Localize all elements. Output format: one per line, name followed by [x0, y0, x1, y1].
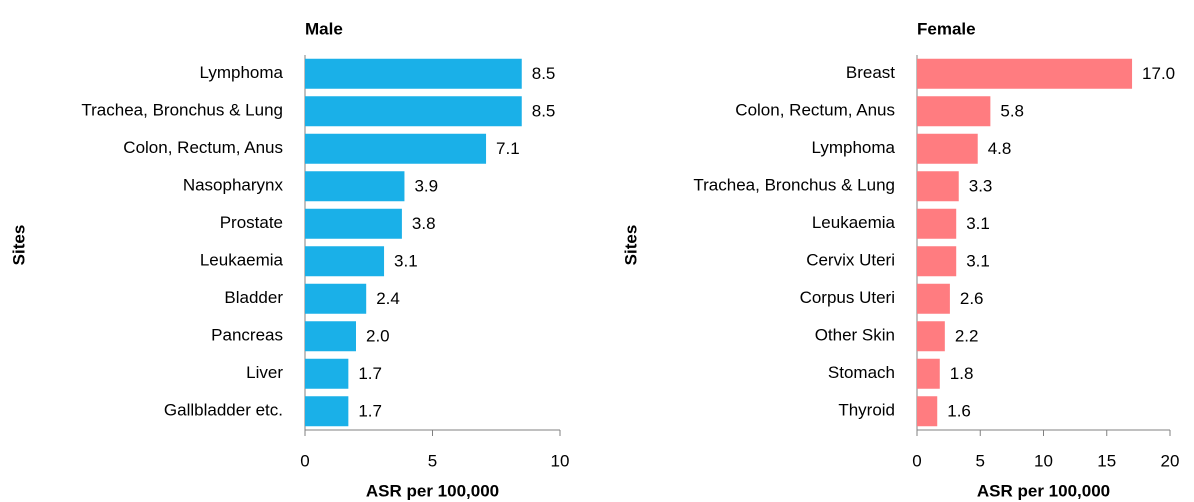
value-label: 2.4 [376, 289, 400, 308]
bar [305, 171, 405, 202]
x-tick-label: 20 [1161, 451, 1180, 470]
x-tick-label: 5 [976, 451, 985, 470]
y-tick-label: Breast [846, 63, 895, 82]
value-label: 1.8 [950, 364, 974, 383]
x-tick-label: 10 [551, 451, 570, 470]
bar [305, 246, 385, 277]
bar [917, 171, 959, 202]
y-axis-label: Sites [9, 225, 28, 266]
bar [305, 321, 356, 352]
value-label: 8.5 [532, 64, 556, 83]
bar [305, 396, 349, 427]
y-axis-label: Sites [621, 225, 640, 266]
y-tick-label: Corpus Uteri [800, 288, 895, 307]
x-axis-label: ASR per 100,000 [366, 481, 499, 500]
y-tick-label: Cervix Uteri [806, 251, 895, 270]
y-tick-label: Colon, Rectum, Anus [123, 138, 283, 157]
y-tick-label: Liver [246, 363, 283, 382]
bar [917, 58, 1133, 89]
y-tick-label: Gallbladder etc. [164, 401, 283, 420]
y-tick-label: Colon, Rectum, Anus [735, 101, 895, 120]
value-label: 5.8 [1000, 102, 1024, 121]
value-label: 2.6 [960, 289, 984, 308]
value-label: 1.6 [947, 402, 971, 421]
value-label: 3.1 [966, 252, 990, 271]
value-label: 3.3 [969, 177, 993, 196]
bar [305, 358, 349, 389]
value-label: 2.2 [955, 327, 979, 346]
chart-title: Male [305, 19, 343, 38]
value-label: 4.8 [988, 139, 1012, 158]
value-label: 3.1 [966, 214, 990, 233]
y-tick-label: Lymphoma [200, 63, 284, 82]
value-label: 3.9 [414, 177, 438, 196]
y-tick-label: Leukaemia [200, 251, 284, 270]
y-tick-label: Pancreas [211, 326, 283, 345]
y-tick-label: Trachea, Bronchus & Lung [81, 101, 283, 120]
value-label: 7.1 [496, 139, 520, 158]
value-label: 3.1 [394, 252, 418, 271]
y-tick-label: Stomach [828, 363, 895, 382]
y-tick-label: Leukaemia [812, 213, 896, 232]
bar [305, 58, 522, 89]
value-label: 2.0 [366, 327, 390, 346]
y-tick-label: Nasopharynx [183, 176, 284, 195]
bar [305, 96, 522, 127]
y-tick-label: Prostate [220, 213, 283, 232]
value-label: 17.0 [1142, 64, 1175, 83]
bar [917, 321, 945, 352]
x-tick-label: 0 [300, 451, 309, 470]
y-tick-label: Lymphoma [812, 138, 896, 157]
bar [917, 208, 957, 239]
x-tick-label: 0 [912, 451, 921, 470]
bar [305, 208, 402, 239]
value-label: 1.7 [358, 402, 382, 421]
x-tick-label: 10 [1034, 451, 1053, 470]
bar [917, 96, 991, 127]
x-axis-label: ASR per 100,000 [977, 481, 1110, 500]
y-tick-label: Thyroid [838, 401, 895, 420]
value-label: 3.8 [412, 214, 436, 233]
bar [305, 283, 367, 314]
bar [917, 396, 938, 427]
value-label: 1.7 [358, 364, 382, 383]
bar [917, 358, 940, 389]
value-label: 8.5 [532, 102, 556, 121]
bar [917, 133, 978, 164]
y-tick-label: Other Skin [815, 326, 895, 345]
x-tick-label: 5 [428, 451, 437, 470]
bar [917, 283, 950, 314]
y-tick-label: Bladder [224, 288, 283, 307]
bar [305, 133, 487, 164]
bar [917, 246, 957, 277]
chart-title: Female [917, 19, 976, 38]
y-tick-label: Trachea, Bronchus & Lung [693, 176, 895, 195]
x-tick-label: 15 [1097, 451, 1116, 470]
